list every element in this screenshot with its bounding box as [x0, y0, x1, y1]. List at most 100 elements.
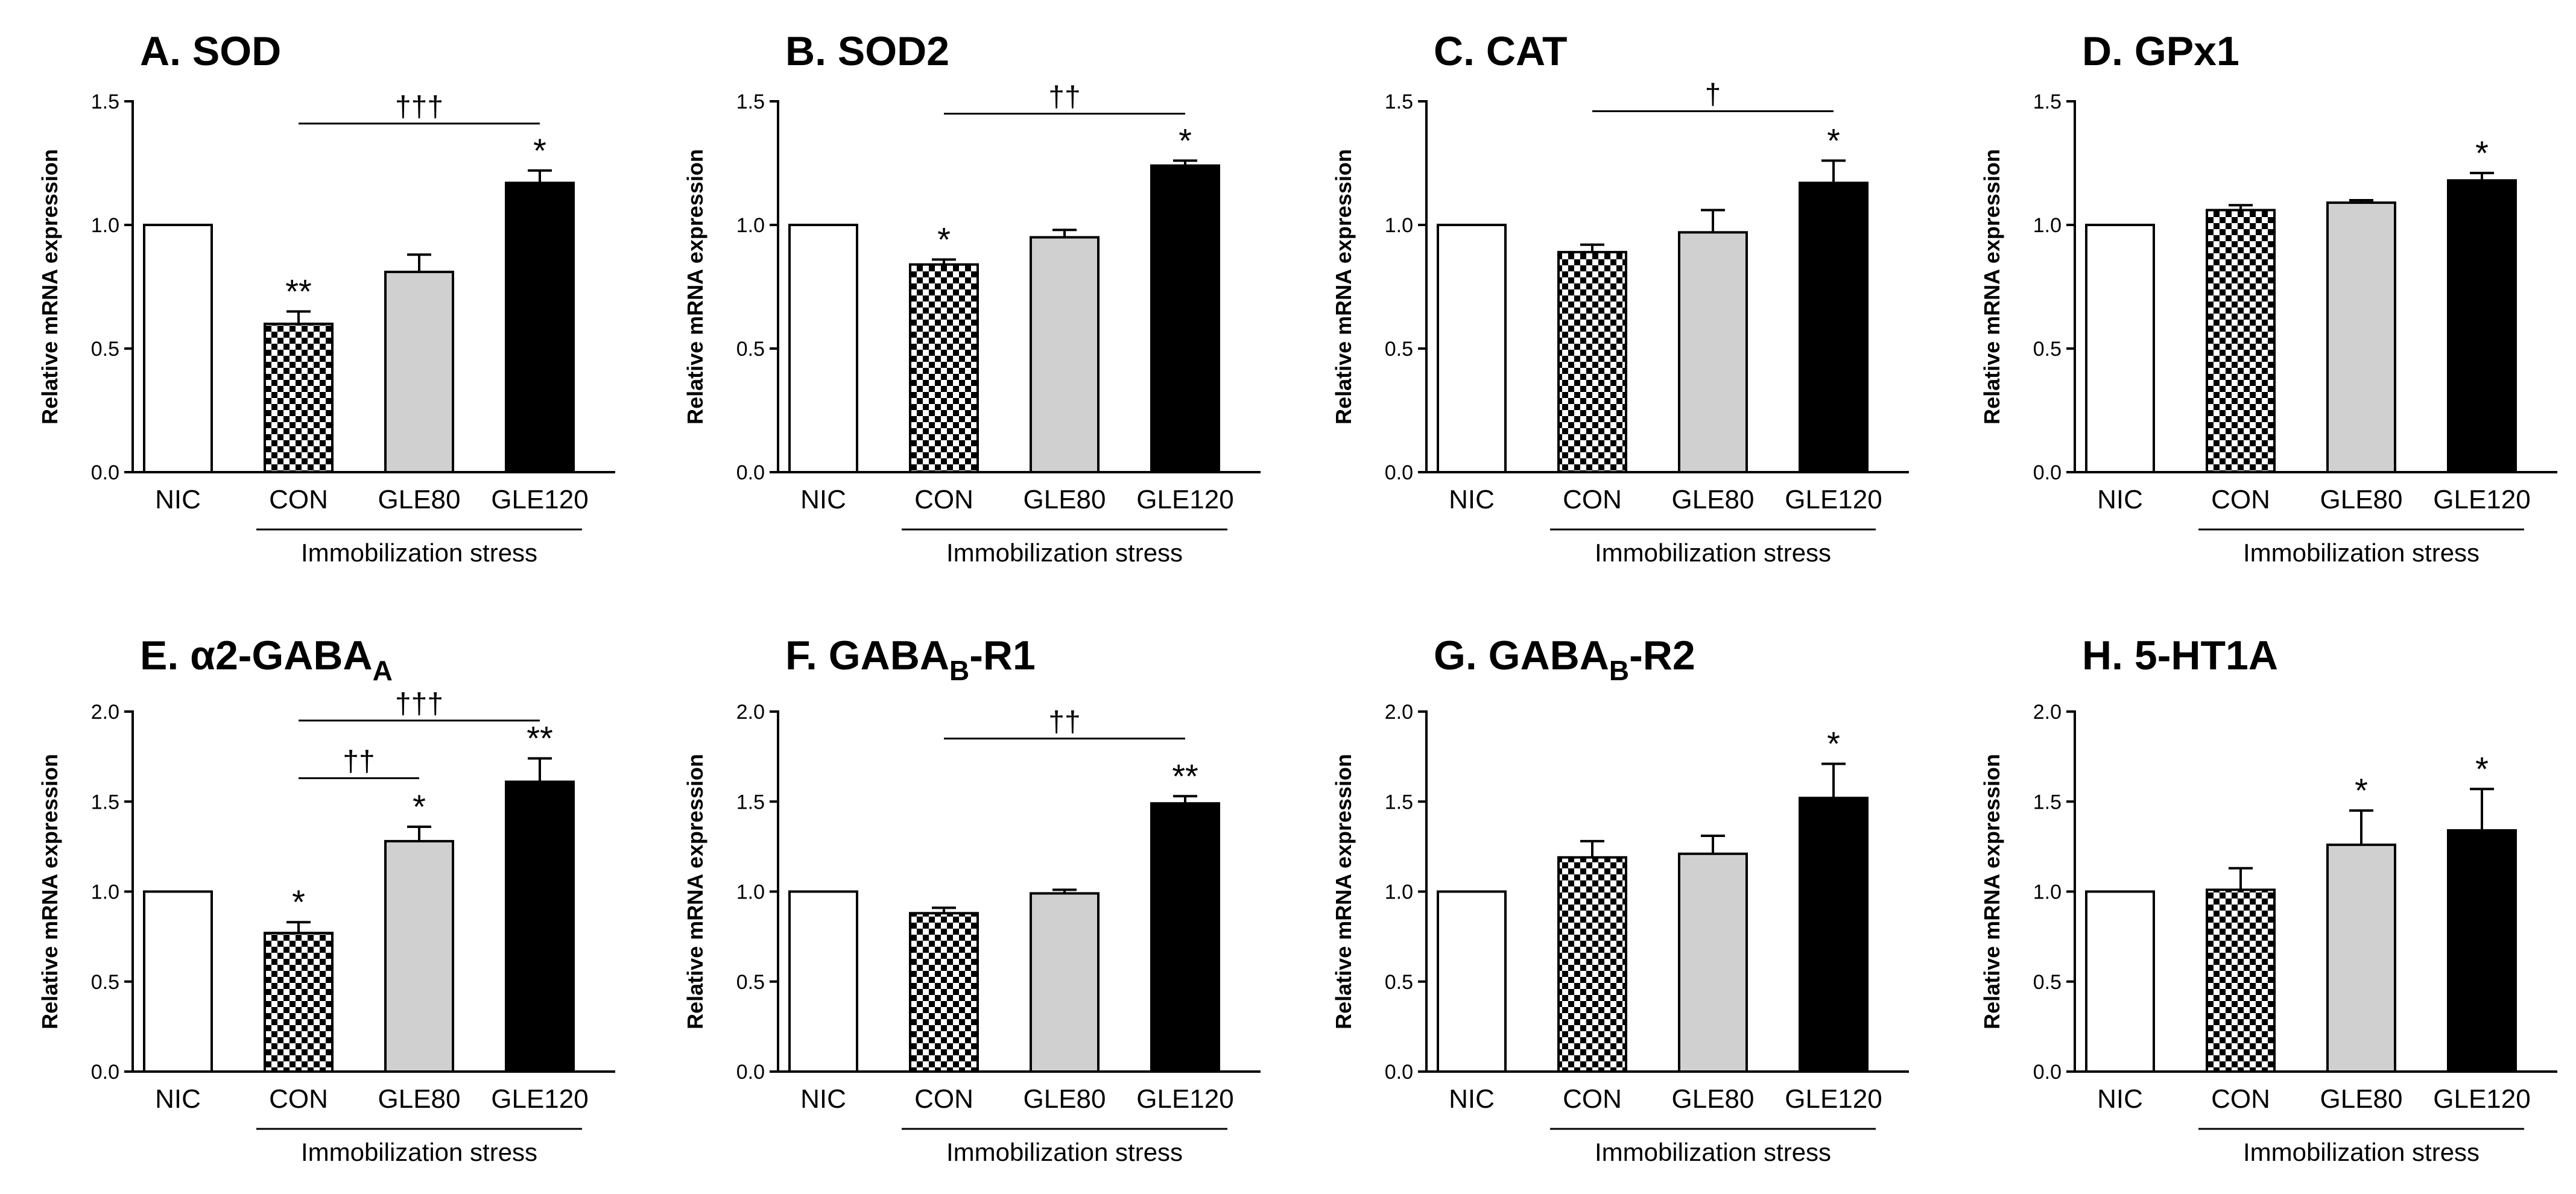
bar-nic — [2085, 890, 2155, 1073]
y-tick-label: 1.0 — [91, 881, 119, 904]
bar-gle80 — [384, 839, 454, 1073]
x-tick-label: CON — [2211, 485, 2270, 514]
panel-title: G. GABAB-R2 — [1434, 633, 1695, 686]
y-tick-label: 1.0 — [1385, 881, 1413, 904]
panel-d: D. GPx1 Relative mRNA expression 0.0 0.5 1.0… — [1979, 28, 2557, 567]
y-tick-label: 0.0 — [736, 461, 765, 484]
panel-title: D. GPx1 — [2082, 28, 2239, 74]
x-tick-label: NIC — [800, 1084, 846, 1114]
panel-title: B. SOD2 — [785, 28, 949, 74]
significance-mark: * — [533, 131, 546, 169]
significance-mark: * — [1179, 121, 1192, 159]
x-tick-label: CON — [269, 485, 328, 514]
x-tick-label: NIC — [2097, 485, 2143, 514]
significance-mark: * — [1827, 121, 1840, 159]
x-tick-label: GLE80 — [378, 485, 461, 514]
significance-mark: ** — [527, 719, 553, 757]
y-tick-label: 0.5 — [1385, 971, 1413, 994]
bar-con — [2206, 888, 2276, 1073]
x-tick-label: NIC — [155, 1084, 201, 1114]
x-tick-label: GLE80 — [378, 1084, 461, 1114]
x-tick-label: GLE120 — [491, 1084, 588, 1114]
panel-title: A. SOD — [140, 28, 281, 74]
bar-nic — [2085, 224, 2155, 473]
y-tick-label: 0.5 — [2033, 338, 2062, 361]
y-tick-label: 2.0 — [91, 701, 119, 724]
panel-g: G. GABAB-R2 Relative mRNA expression 0.0 0.… — [1331, 633, 1909, 1166]
bar-gle80 — [1030, 892, 1100, 1073]
bracket-label: ††† — [395, 91, 443, 123]
bracket-label: †† — [1048, 706, 1080, 738]
x-tick-label: GLE120 — [2433, 485, 2530, 514]
significance-mark: ** — [285, 273, 312, 311]
x-tick-label: GLE80 — [1024, 485, 1106, 514]
group-label: Immobilization stress — [301, 539, 537, 567]
y-axis-label: Relative mRNA expression — [37, 149, 62, 425]
group-label: Immobilization stress — [1595, 539, 1831, 567]
bar-gle120 — [1150, 164, 1220, 473]
bar-nic — [1437, 890, 1507, 1073]
group-label: Immobilization stress — [946, 539, 1183, 567]
x-tick-label: CON — [269, 1084, 328, 1114]
x-tick-label: CON — [914, 485, 973, 514]
bar-gle120 — [505, 182, 575, 473]
x-tick-label: NIC — [2097, 1084, 2143, 1114]
panel-title: F. GABAB-R1 — [785, 633, 1036, 686]
y-tick-label: 1.0 — [1385, 214, 1413, 237]
bar-gle80 — [1030, 236, 1100, 473]
y-tick-label: 1.0 — [736, 214, 765, 237]
bar-gle120 — [1799, 797, 1869, 1073]
bar-nic — [788, 890, 858, 1073]
y-tick-label: 0.0 — [1385, 1061, 1413, 1084]
bar-gle120 — [2447, 179, 2517, 473]
y-tick-label: 2.0 — [1385, 701, 1413, 724]
significance-mark: * — [413, 788, 426, 826]
y-axis-label: Relative mRNA expression — [683, 754, 707, 1029]
y-tick-label: 0.5 — [1385, 338, 1413, 361]
panel-e: E. α2-GABAA Relative mRNA expression 0.0 0.… — [37, 633, 615, 1166]
significance-mark: * — [2355, 771, 2368, 809]
y-tick-label: 0.5 — [736, 338, 765, 361]
x-tick-label: GLE80 — [2320, 485, 2403, 514]
bar-con — [909, 263, 979, 473]
y-tick-label: 0.0 — [736, 1061, 765, 1084]
bracket-label: †† — [343, 745, 375, 777]
bar-gle120 — [1150, 802, 1220, 1073]
y-tick-label: 0.0 — [1385, 461, 1413, 484]
x-tick-label: GLE120 — [1785, 485, 1882, 514]
significance-mark: * — [292, 883, 305, 921]
y-tick-label: 1.5 — [2033, 90, 2062, 113]
y-tick-label: 1.5 — [736, 90, 765, 113]
x-tick-label: CON — [1563, 485, 1622, 514]
bar-con — [2206, 209, 2276, 473]
significance-mark: * — [2475, 750, 2489, 788]
panel-title: H. 5-HT1A — [2082, 633, 2278, 678]
bracket-label: ††† — [395, 688, 443, 720]
x-tick-label: NIC — [1449, 485, 1495, 514]
group-label: Immobilization stress — [946, 1138, 1183, 1166]
bar-gle120 — [2447, 829, 2517, 1073]
group-label: Immobilization stress — [2243, 539, 2479, 567]
panel-title: C. CAT — [1434, 28, 1568, 74]
y-tick-label: 0.5 — [2033, 971, 2062, 994]
bar-gle80 — [1678, 852, 1748, 1073]
y-tick-label: 1.5 — [1385, 90, 1413, 113]
x-tick-label: NIC — [155, 485, 201, 514]
x-tick-label: GLE120 — [2433, 1084, 2530, 1114]
x-tick-label: GLE80 — [2320, 1084, 2403, 1114]
x-tick-label: GLE120 — [1785, 1084, 1882, 1114]
y-tick-label: 0.0 — [2033, 461, 2062, 484]
y-tick-label: 2.0 — [736, 701, 765, 724]
x-tick-label: GLE80 — [1672, 485, 1755, 514]
y-tick-label: 2.0 — [2033, 701, 2062, 724]
x-tick-label: GLE80 — [1024, 1084, 1106, 1114]
y-tick-label: 1.5 — [736, 791, 765, 813]
panel-b: B. SOD2 Relative mRNA expression 0.0 0.5 1.0… — [683, 28, 1261, 567]
x-tick-label: GLE120 — [1136, 1084, 1233, 1114]
panel-f: F. GABAB-R1 Relative mRNA expression 0.0 0.… — [683, 633, 1261, 1166]
y-tick-label: 1.5 — [91, 90, 119, 113]
bar-gle80 — [2326, 201, 2396, 473]
x-tick-label: CON — [914, 1084, 973, 1114]
bar-nic — [143, 224, 213, 473]
